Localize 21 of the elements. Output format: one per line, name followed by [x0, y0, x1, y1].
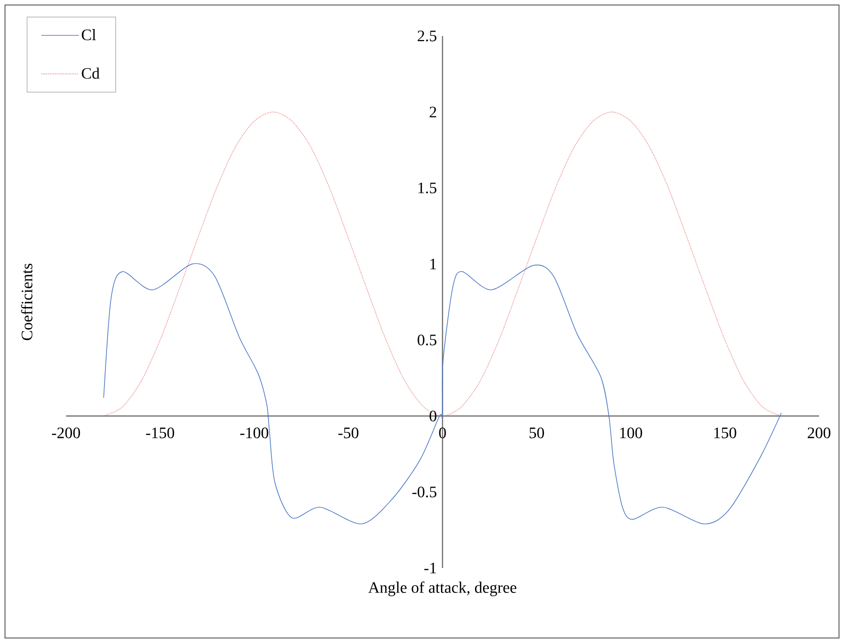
x-axis-title: Angle of attack, degree — [368, 582, 516, 596]
x-tick-label: 0 — [439, 428, 446, 438]
x-tick-label: 50 — [530, 428, 544, 438]
x-tick-label: -50 — [338, 428, 358, 438]
y-axis-title: Coefficients — [20, 264, 32, 340]
y-tick-label: 0 — [430, 410, 436, 422]
x-tick-label: 200 — [808, 428, 830, 438]
legend-label: Cd — [82, 68, 100, 79]
x-tick-label: 150 — [714, 428, 736, 438]
legend-label: Cl — [82, 29, 96, 40]
x-tick-label: -100 — [240, 428, 268, 438]
x-tick-label: -150 — [146, 428, 174, 438]
y-tick-label: 0.5 — [418, 334, 436, 346]
y-tick-label: 2 — [430, 106, 436, 118]
y-tick-label: -1 — [424, 562, 436, 574]
y-tick-label: 1.5 — [418, 182, 436, 194]
x-tick-label: -200 — [52, 428, 80, 438]
y-tick-label: 2.5 — [418, 30, 436, 42]
x-tick-label: 100 — [620, 428, 642, 438]
y-tick-label: -0.5 — [412, 486, 436, 498]
y-tick-label: 1 — [430, 258, 436, 270]
